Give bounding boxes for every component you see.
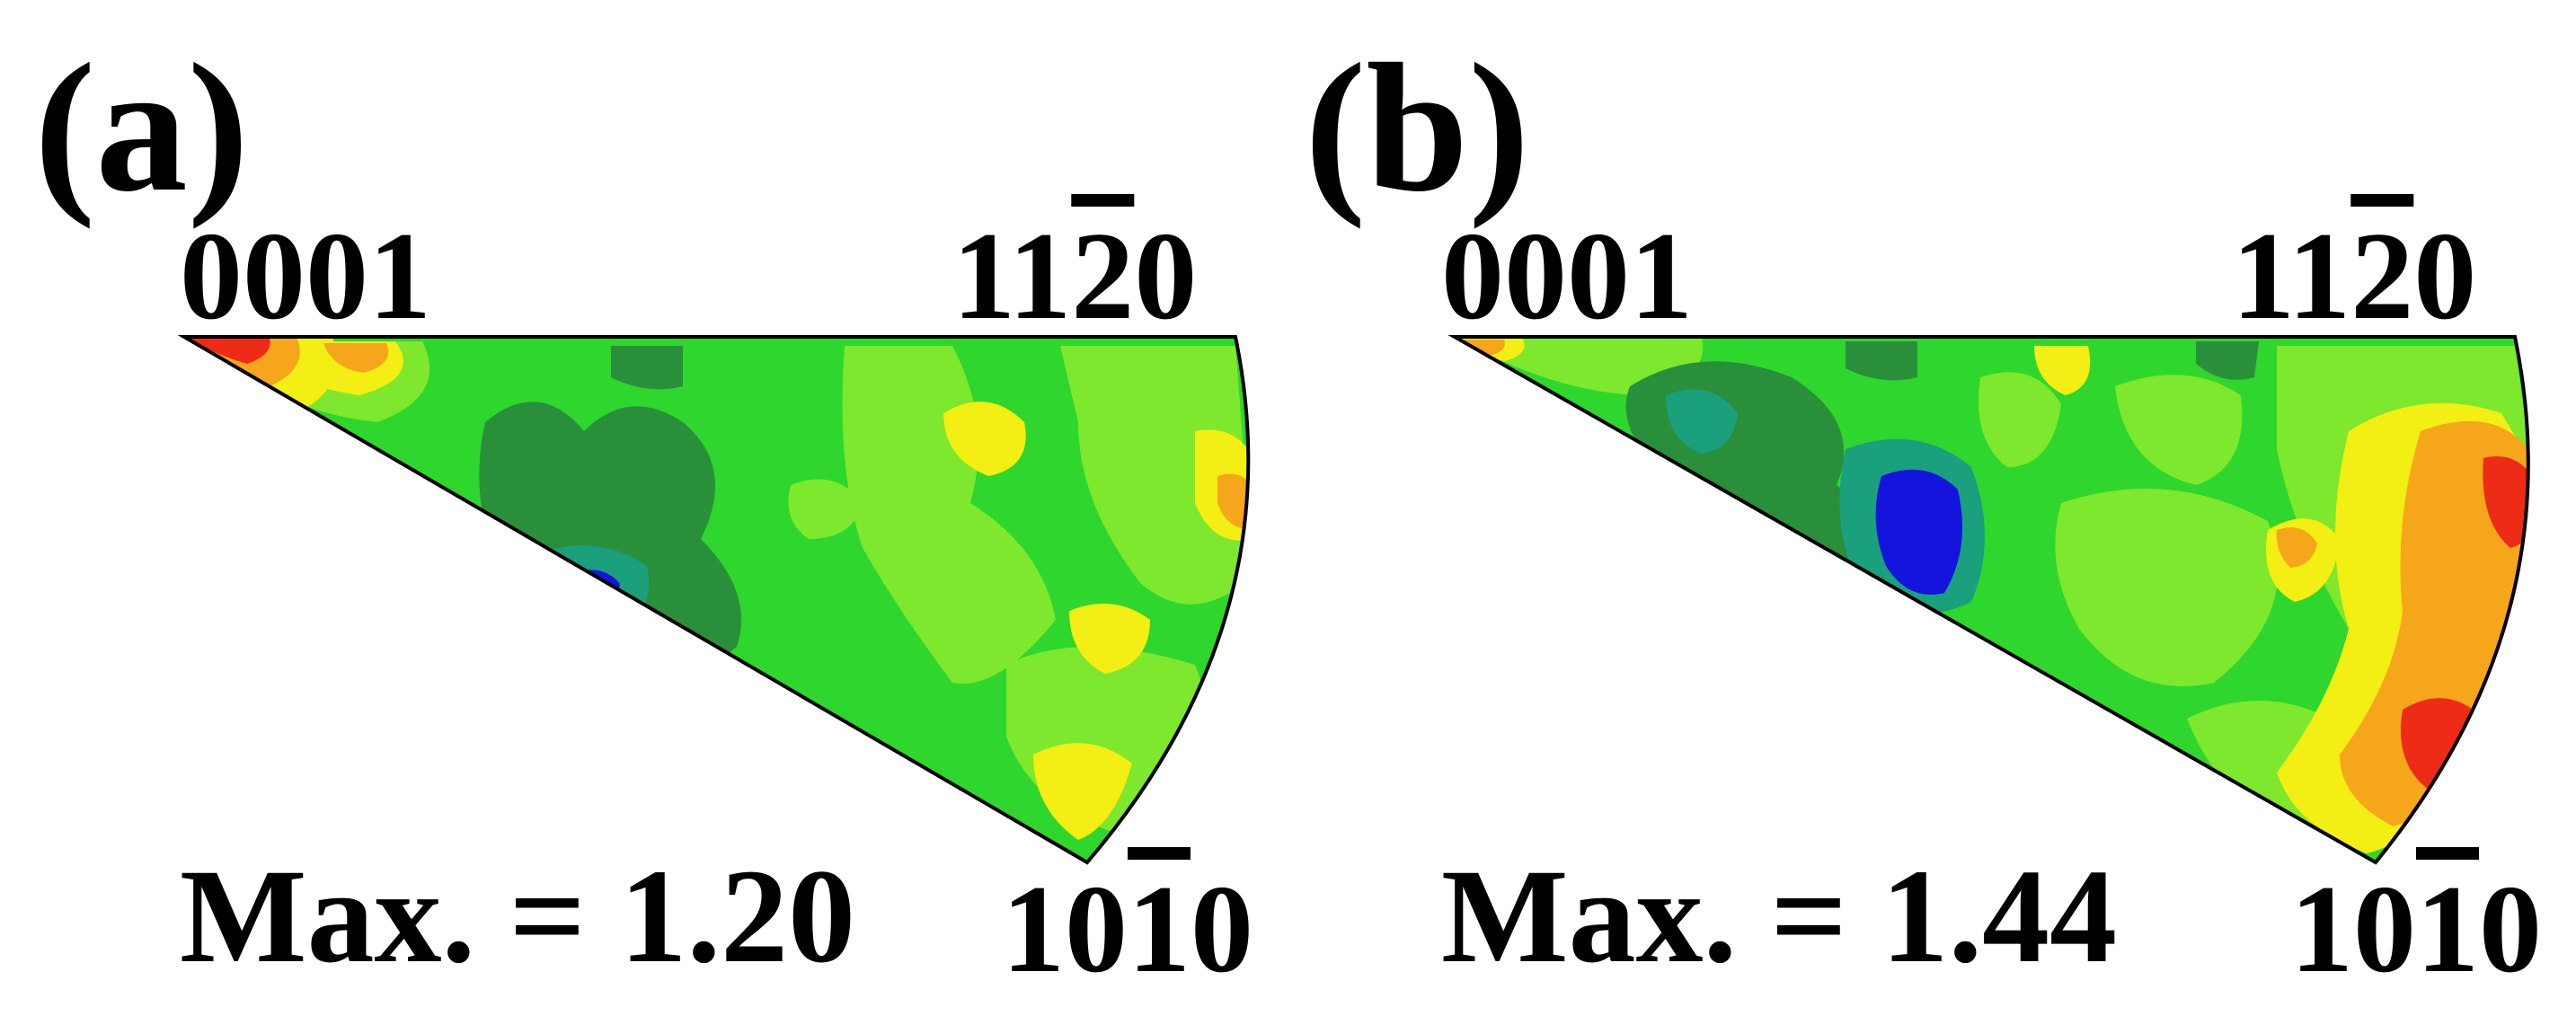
- corner-label-11-20: 1120: [2232, 207, 2477, 346]
- contour-dark: [2196, 341, 2259, 380]
- panel-label: (b): [1305, 26, 1530, 230]
- corner-label-10-10: 1010: [1002, 860, 1253, 999]
- corner-label-11-20: 1120: [952, 207, 1198, 346]
- inverse-pole-figure-a: [177, 335, 1251, 865]
- contour-light: [788, 479, 863, 539]
- contour-light: [1978, 372, 2061, 467]
- contour-yellow: [2034, 346, 2091, 395]
- max-value-label: Max. = 1.44: [1441, 842, 2118, 991]
- contour-red: [184, 337, 270, 364]
- contour-orange: [2276, 527, 2317, 568]
- contour-yellow: [1069, 604, 1150, 674]
- contour-light: [2055, 489, 2279, 686]
- ipf-outline: [177, 335, 1251, 865]
- contour-blue: [566, 570, 620, 618]
- contour-dark: [611, 346, 683, 390]
- panel-label: (a): [34, 26, 250, 230]
- contour-yellow: [943, 402, 1026, 476]
- contour-light: [1060, 346, 1249, 605]
- contour-orange: [323, 343, 389, 373]
- contour-dark: [1846, 341, 1917, 381]
- contour-light: [842, 346, 1056, 685]
- contour-teal: [1666, 389, 1738, 454]
- inverse-pole-figure-b: [1447, 335, 2530, 865]
- contour-light: [2115, 375, 2243, 485]
- contour-orange: [1464, 340, 1505, 356]
- panel-a: (a) 0001 1120 1010 Max. = 1.20: [34, 26, 1253, 999]
- corner-label-0001: 0001: [1441, 207, 1693, 346]
- ipf-outline: [1447, 335, 2530, 865]
- contour-teal: [530, 545, 649, 629]
- panel-b: (b) 0001 1120 1010 Max. = 1.44: [1288, 0, 2576, 1016]
- max-value-label: Max. = 1.20: [180, 842, 856, 991]
- contour-yellow: [1033, 743, 1132, 840]
- corner-label-10-10: 1010: [2290, 860, 2542, 999]
- corner-label-0001: 0001: [180, 207, 431, 346]
- contour-blue: [1875, 469, 1962, 595]
